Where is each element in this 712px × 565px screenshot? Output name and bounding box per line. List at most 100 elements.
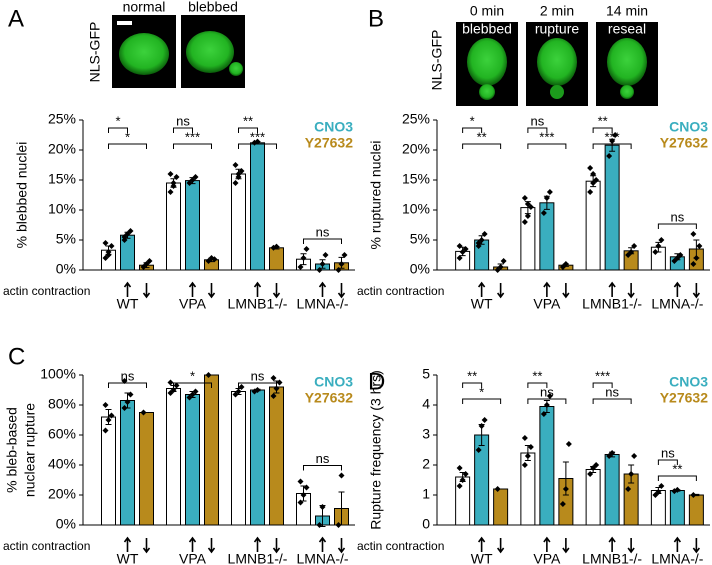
y-tick-label: 25% <box>402 111 430 127</box>
data-point <box>524 213 531 219</box>
data-point <box>105 417 112 423</box>
x-tick-label: WT <box>471 551 493 565</box>
data-point <box>232 162 239 168</box>
data-point <box>524 453 531 459</box>
bar-chart: 0% 20% 40% 60% 80% 100% % bleb-based nuclear ru… <box>3 366 355 565</box>
data-point <box>540 210 547 216</box>
panel-b-images: NLS-GFP 0 min blebbed 2 min rupture 14 m… <box>429 3 658 106</box>
y-tick-label: 10% <box>48 201 76 217</box>
data-point <box>462 246 469 252</box>
significance-label: ** <box>532 368 542 383</box>
nucleus <box>119 33 169 75</box>
data-point <box>497 264 504 270</box>
data-point <box>527 444 534 450</box>
bar-chart: 0 1 2 3 4 5 Rupture frequency (3 hrs) actin con… <box>357 366 710 565</box>
bar <box>604 454 620 526</box>
legend-label: Y27632 <box>305 135 353 151</box>
data-point <box>631 243 638 249</box>
y-tick-label: 2 <box>422 456 430 472</box>
bar-chart: 0% 5% 10% 15% 20% 25% % ruptured nuclei actin c… <box>357 111 710 312</box>
significance-label: ** <box>672 461 682 476</box>
data-point <box>300 492 307 498</box>
bar <box>166 182 181 271</box>
data-point <box>127 391 134 398</box>
data-point <box>205 372 212 378</box>
x-tick-label: VPA <box>179 296 207 312</box>
y-axis-label: % bleb-based <box>4 407 20 493</box>
significance-label: * <box>470 113 475 128</box>
data-point <box>456 483 463 489</box>
significance-label: * <box>190 368 195 383</box>
data-point <box>543 195 550 201</box>
data-point <box>500 258 507 264</box>
data-point <box>655 243 662 249</box>
arrow <box>608 536 616 552</box>
data-point <box>121 405 128 411</box>
data-point <box>521 219 528 225</box>
data-point <box>167 379 174 386</box>
significance-label: ns <box>121 368 135 383</box>
x-tick-label: LMNB1-/- <box>228 551 288 565</box>
data-point <box>276 379 283 386</box>
bleb <box>550 85 564 99</box>
significance-label: ns <box>540 384 554 399</box>
significance-label: ** <box>467 368 477 383</box>
data-point <box>335 267 342 273</box>
arrow <box>543 281 551 297</box>
bar <box>204 374 219 526</box>
data-point <box>609 450 616 456</box>
arrow <box>562 283 570 299</box>
arrow <box>272 538 281 554</box>
data-point <box>456 255 463 261</box>
bar <box>539 406 555 526</box>
significance-bracket <box>527 382 548 388</box>
bar-chart: 0% 5% 10% 15% 20% 25% % blebbed nuclei actin co… <box>3 111 355 312</box>
significance-bracket <box>238 143 277 149</box>
data-point <box>609 138 616 144</box>
data-point <box>546 393 553 399</box>
data-point <box>316 522 323 528</box>
significance-label: * <box>115 113 120 128</box>
significance-label: ns <box>605 384 619 399</box>
arrow <box>318 281 327 297</box>
panel-label: C <box>8 343 25 370</box>
y-tick-label: 0% <box>56 516 76 532</box>
x-tick-label: VPA <box>533 296 561 312</box>
arrow <box>123 536 132 552</box>
y-tick-label: 80% <box>48 396 76 412</box>
significance-bracket <box>657 475 697 481</box>
arrow <box>253 281 262 297</box>
x-tick-label: LMNB1-/- <box>582 296 642 312</box>
significance-bracket <box>238 127 258 133</box>
data-point <box>562 261 569 267</box>
significance-bracket <box>173 127 193 133</box>
significance-label: *** <box>185 129 200 144</box>
y-tick-label: 20% <box>48 141 76 157</box>
data-point <box>303 246 310 252</box>
bar <box>120 400 135 526</box>
panel-a-images: NLS-GFP normal blebbed <box>87 0 245 88</box>
significance-bracket <box>462 127 483 133</box>
data-point <box>540 411 547 417</box>
y-tick-label: 20% <box>48 486 76 502</box>
data-point <box>631 453 638 459</box>
data-point <box>521 195 528 201</box>
data-point <box>319 261 326 267</box>
data-point <box>167 171 174 177</box>
data-point <box>478 423 485 429</box>
arrow <box>142 283 151 299</box>
arrow <box>207 538 216 554</box>
data-point <box>524 201 531 207</box>
significance-bracket <box>108 127 128 133</box>
significance-bracket <box>657 459 678 465</box>
arrow <box>543 536 551 552</box>
bar <box>101 416 116 526</box>
data-point <box>192 388 199 395</box>
data-point <box>238 384 245 390</box>
data-point <box>690 261 697 267</box>
bar <box>585 180 601 271</box>
y-axis-label: Rupture frequency (3 hrs) <box>368 370 384 530</box>
significance-label: *** <box>539 129 554 144</box>
y-tick-label: 25% <box>48 111 76 127</box>
